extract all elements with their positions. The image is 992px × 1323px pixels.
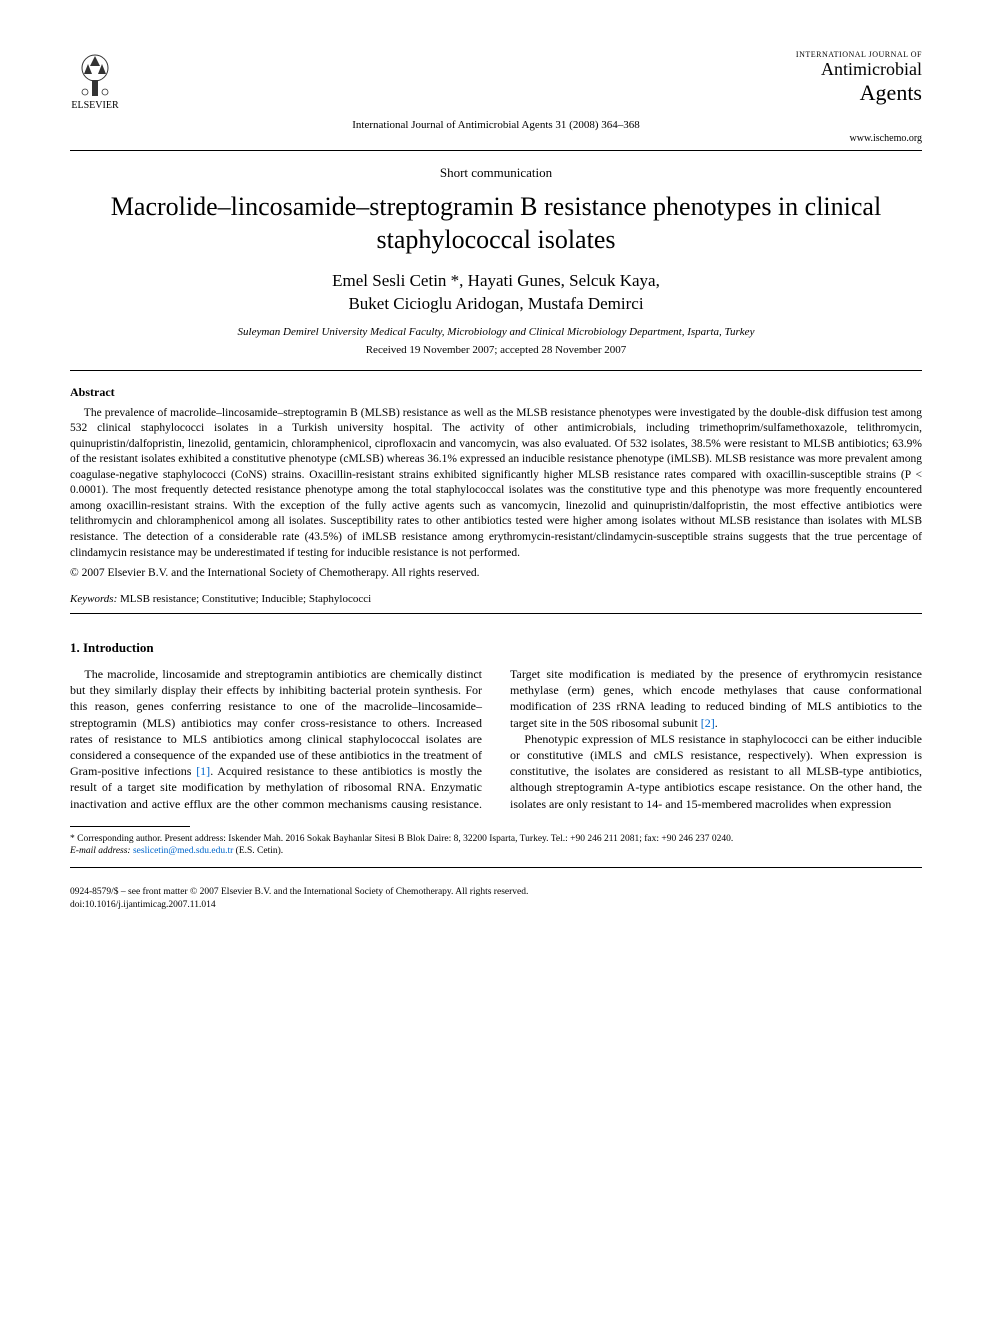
header-rule (70, 150, 922, 151)
authors: Emel Sesli Cetin *, Hayati Gunes, Selcuk… (70, 270, 922, 316)
authors-line-2: Buket Cicioglu Aridogan, Mustafa Demirci (70, 293, 922, 316)
journal-url[interactable]: www.ischemo.org (70, 133, 922, 144)
abstract-body: The prevalence of macrolide–lincosamide–… (70, 406, 922, 561)
email-line: E-mail address: seslicetin@med.sdu.edu.t… (70, 845, 922, 857)
section-1-heading: 1. Introduction (70, 640, 922, 656)
abstract-bottom-rule (70, 613, 922, 614)
keywords-label: Keywords: (70, 593, 117, 605)
journal-name-1: Antimicrobial (796, 59, 922, 80)
header-row: ELSEVIER INTERNATIONAL JOURNAL OF Antimi… (70, 50, 922, 111)
intro-para-2: Phenotypic expression of MLS resistance … (510, 731, 922, 812)
email-label: E-mail address: (70, 846, 133, 856)
body-columns: 1. Introduction The macrolide, lincosami… (70, 640, 922, 812)
journal-name-2: Agents (796, 80, 922, 106)
authors-line-1: Emel Sesli Cetin *, Hayati Gunes, Selcuk… (70, 270, 922, 293)
abstract-top-rule (70, 370, 922, 371)
footnotes: * Corresponding author. Present address:… (70, 833, 922, 858)
article-title: Macrolide–lincosamide–streptogramin B re… (110, 191, 882, 256)
publisher-logo: ELSEVIER (70, 50, 120, 111)
abstract-copyright: © 2007 Elsevier B.V. and the Internation… (70, 567, 922, 579)
article-dates: Received 19 November 2007; accepted 28 N… (70, 344, 922, 356)
journal-reference: International Journal of Antimicrobial A… (70, 119, 922, 131)
footer-rule (70, 867, 922, 868)
ref-link-1[interactable]: [1] (196, 764, 210, 778)
publisher-name: ELSEVIER (71, 100, 118, 111)
affiliation: Suleyman Demirel University Medical Facu… (70, 326, 922, 338)
keywords: Keywords: MLSB resistance; Constitutive;… (70, 593, 922, 605)
corresponding-author: * Corresponding author. Present address:… (70, 833, 922, 845)
keywords-text: MLSB resistance; Constitutive; Inducible… (117, 593, 371, 605)
footnote-separator (70, 826, 190, 827)
ref-link-2[interactable]: [2] (701, 716, 715, 730)
footer-copyright: 0924-8579/$ – see front matter © 2007 El… (70, 886, 922, 898)
abstract-heading: Abstract (70, 385, 922, 400)
email-address[interactable]: seslicetin@med.sdu.edu.tr (133, 846, 233, 856)
email-tail: (E.S. Cetin). (233, 846, 283, 856)
footer: 0924-8579/$ – see front matter © 2007 El… (70, 886, 922, 911)
two-column-body: The macrolide, lincosamide and streptogr… (70, 666, 922, 812)
elsevier-tree-icon (70, 50, 120, 100)
article-type: Short communication (70, 165, 922, 181)
footer-doi: doi:10.1016/j.ijantimicag.2007.11.014 (70, 899, 922, 911)
journal-logo: INTERNATIONAL JOURNAL OF Antimicrobial A… (796, 50, 922, 106)
journal-overline: INTERNATIONAL JOURNAL OF (796, 50, 922, 59)
